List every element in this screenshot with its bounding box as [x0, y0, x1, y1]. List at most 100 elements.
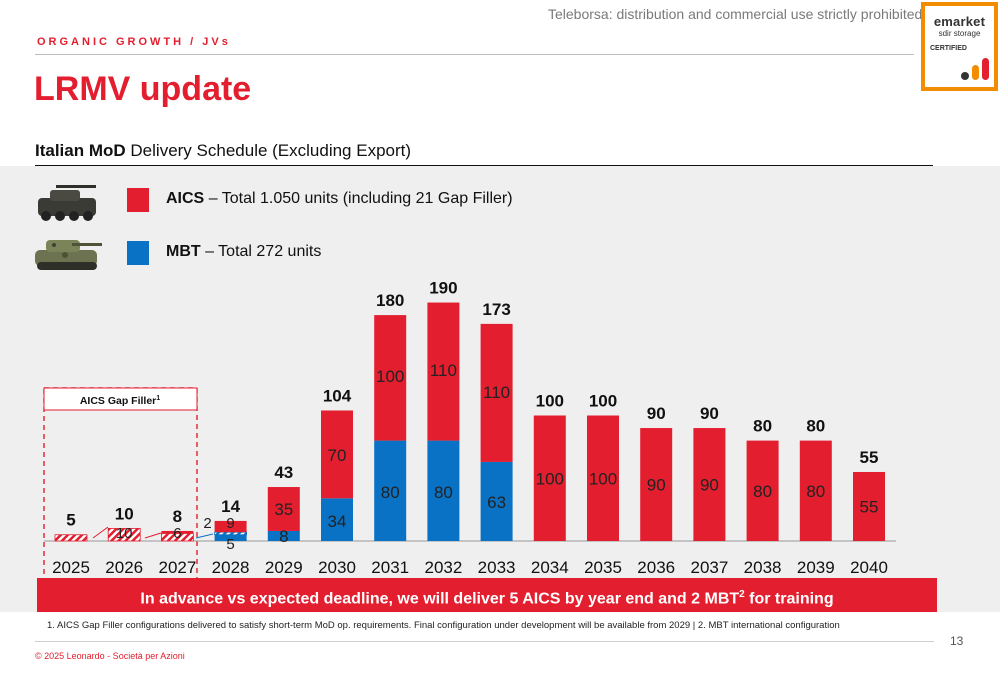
total-label-2026: 10	[115, 504, 134, 523]
segment-label-2038-80: 80	[753, 482, 772, 501]
segment-label-2034-100: 100	[536, 469, 564, 488]
x-tick-2025: 2025	[52, 558, 90, 577]
total-label-2038: 80	[753, 417, 772, 436]
x-tick-2027: 2027	[158, 558, 196, 577]
segment-label-2029-35: 35	[274, 500, 293, 519]
segment-label-2031-80: 80	[381, 483, 400, 502]
footnote: 1. AICS Gap Filler configurations delive…	[47, 620, 840, 631]
segment-label-2030-34: 34	[328, 512, 347, 531]
bar-mbt-preseries-2028	[214, 531, 248, 536]
x-tick-2037: 2037	[690, 558, 728, 577]
mbt-vehicle-icon	[35, 240, 102, 270]
bar-aics-2028	[214, 520, 247, 533]
segment-label-2030-70: 70	[328, 446, 347, 465]
total-label-2037: 90	[700, 404, 719, 423]
legend-mbt-text: – Total 272 units	[205, 243, 322, 260]
emarket-certified-badge: emarket sdir storage CERTIFIED	[921, 2, 998, 91]
bar-aics-2027	[161, 530, 194, 534]
x-tick-2029: 2029	[265, 558, 303, 577]
bar-aics-2037	[693, 428, 726, 541]
total-label-2029: 43	[274, 463, 293, 482]
segment-label-2037-90: 90	[700, 476, 719, 495]
bar-aics-2038	[746, 440, 779, 541]
legend-aics: AICS – Total 1.050 units (including 21 G…	[166, 190, 513, 208]
x-tick-2031: 2031	[371, 558, 409, 577]
gap-filler-label-text: AICS Gap Filler	[80, 395, 156, 407]
bar-aics-2036	[640, 428, 673, 541]
total-label-2028: 14	[221, 497, 240, 516]
bar-aics-2031	[374, 315, 407, 441]
bar-aics-2029	[267, 487, 300, 531]
heading-divider	[35, 165, 933, 166]
total-label-2031: 180	[376, 291, 404, 310]
total-label-2032: 190	[429, 279, 457, 298]
bar-mbt-2033	[480, 461, 513, 541]
segment-label-2029-8: 8	[279, 527, 288, 546]
segment-label-2028-2: 2	[203, 515, 211, 532]
copyright: © 2025 Leonardo - Società per Azioni	[35, 651, 185, 661]
gap-arrow-3	[195, 533, 214, 539]
badge-certified: CERTIFIED	[930, 45, 967, 52]
legend-mbt: MBT – Total 272 units	[166, 243, 321, 261]
banner-text-after: for training	[744, 590, 834, 608]
x-tick-2032: 2032	[424, 558, 462, 577]
badge-brand: emarket	[933, 14, 986, 29]
delivery-chart: AICS Gap Filler1 5 2025 10 2026 8 2027 14 2028 4…	[43, 279, 896, 581]
gap-filler-label: AICS Gap Filler1	[80, 395, 160, 407]
segment-label-2032-80: 80	[434, 483, 453, 502]
total-label-2036: 90	[647, 404, 666, 423]
legend-aics-text: – Total 1.050 units (including 21 Gap Fi…	[208, 190, 513, 207]
total-label-2025: 5	[66, 511, 75, 530]
total-label-2030: 104	[323, 386, 352, 405]
gap-filler-box	[43, 387, 198, 581]
x-tick-2040: 2040	[850, 558, 888, 577]
x-tick-2038: 2038	[744, 558, 782, 577]
gap-filler-superscript: 1	[156, 395, 160, 402]
bar-mbt-2032	[427, 440, 460, 541]
segment-label-2035-100: 100	[589, 469, 617, 488]
legend-aics-name: AICS	[166, 190, 205, 207]
x-tick-2036: 2036	[637, 558, 675, 577]
bar-aics-2040	[853, 471, 885, 541]
chart-heading-bold: Italian MoD	[35, 141, 126, 160]
aics-vehicle-icon	[38, 185, 96, 221]
total-label-2034: 100	[536, 392, 564, 411]
page-number: 13	[950, 634, 964, 648]
segment-label-2027-6: 6	[173, 525, 181, 542]
bar-aics-2035	[587, 415, 619, 541]
segment-label-2032-110: 110	[430, 361, 457, 380]
chart-heading-rest: Delivery Schedule (Excluding Export)	[130, 141, 412, 160]
badge-subtitle: sdir storage	[938, 29, 981, 38]
bar-mbt-2029	[267, 530, 300, 541]
x-tick-2026: 2026	[105, 558, 143, 577]
banner-text: In advance vs expected deadline, we will…	[140, 590, 740, 608]
bar-aics-2033	[480, 323, 513, 462]
highlight-banner: In advance vs expected deadline, we will…	[37, 578, 937, 612]
x-tick-2028: 2028	[212, 558, 250, 577]
bar-aics-2034	[533, 415, 566, 541]
gap-filler-label-box	[43, 387, 198, 411]
footer-divider	[35, 641, 934, 642]
legend-swatch-mbt	[127, 241, 149, 265]
bar-mbt-2028	[214, 534, 247, 541]
x-tick-2034: 2034	[531, 558, 569, 577]
total-label-2033: 173	[482, 300, 510, 319]
x-tick-2035: 2035	[584, 558, 622, 577]
total-label-2039: 80	[806, 417, 825, 436]
bar-mbt-2031	[374, 440, 407, 541]
banner-superscript: 2	[739, 589, 745, 600]
total-label-2027: 8	[173, 507, 182, 526]
watermark-text: Teleborsa: distribution and commercial u…	[548, 6, 923, 22]
legend-swatch-aics	[127, 188, 149, 212]
segment-label-2033-63: 63	[487, 493, 506, 512]
segment-label-2031-100: 100	[376, 367, 404, 386]
x-tick-2039: 2039	[797, 558, 835, 577]
total-label-2040: 55	[860, 448, 879, 467]
bar-aics-2032	[427, 302, 460, 441]
bar-aics-gapfiller-2026	[107, 528, 141, 542]
gap-arrow-2	[144, 532, 162, 539]
bar-aics-2039	[799, 440, 832, 541]
chart-heading: Italian MoD Delivery Schedule (Excluding…	[35, 141, 411, 161]
segment-label-2028-5: 5	[226, 536, 234, 553]
segment-label-2033-110: 110	[483, 383, 510, 402]
